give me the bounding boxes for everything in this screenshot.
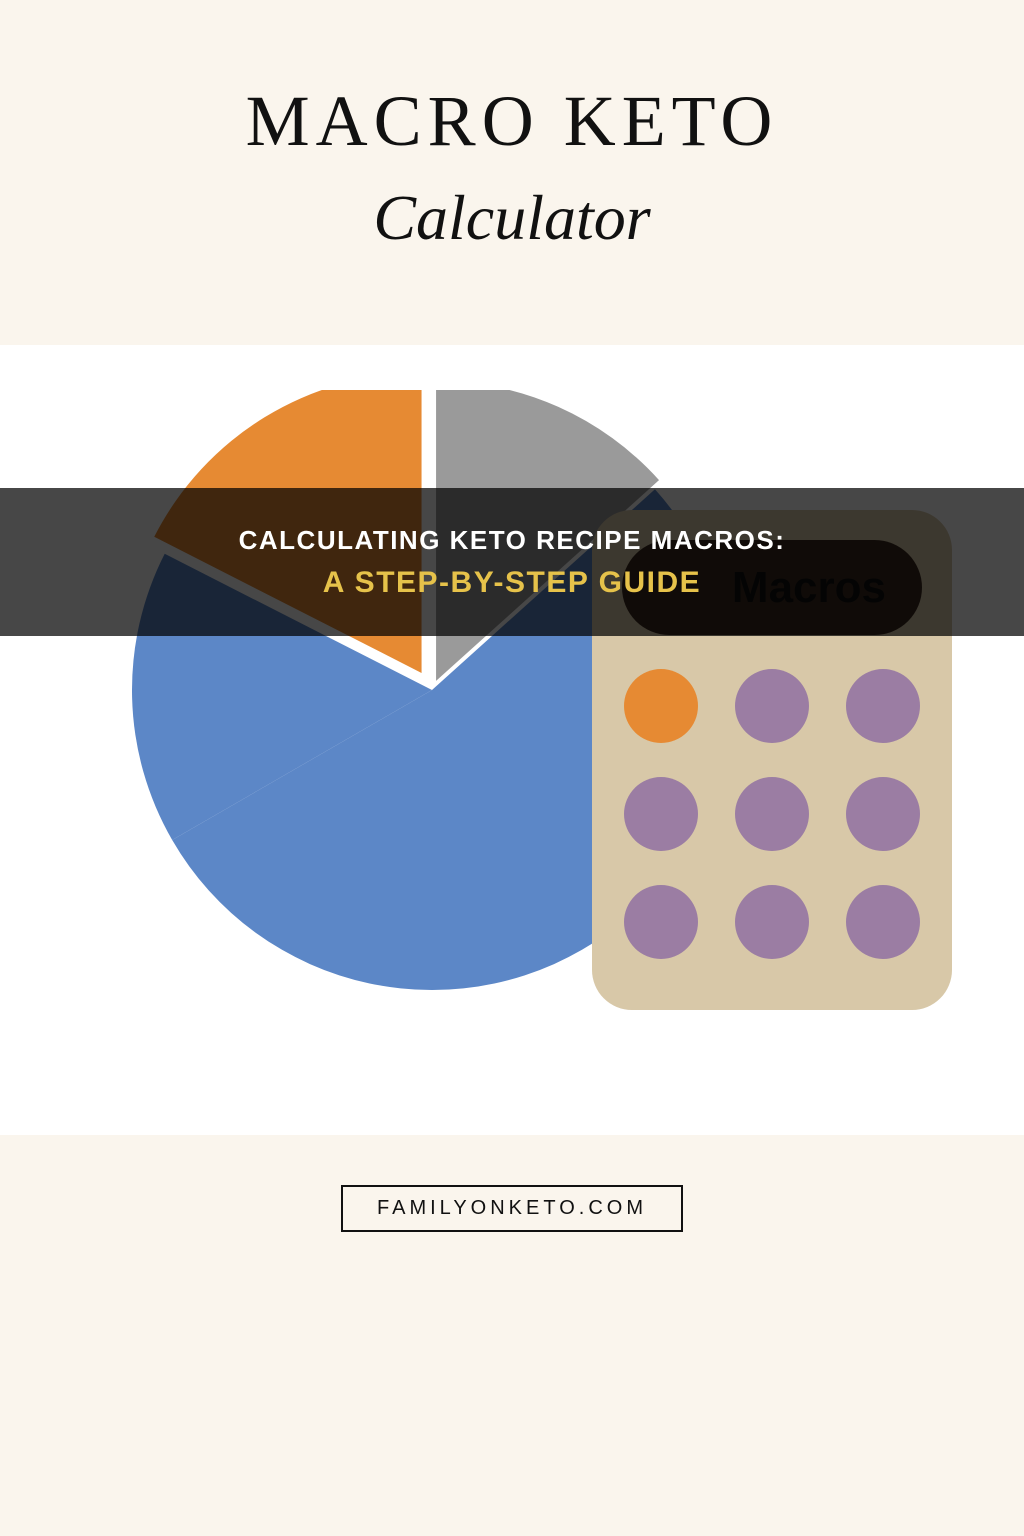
- calculator-key[interactable]: [735, 885, 809, 959]
- header-subtitle: Calculator: [40, 181, 984, 255]
- calculator-key[interactable]: [624, 885, 698, 959]
- calculator-key[interactable]: [624, 669, 698, 743]
- header: MACRO KETO Calculator: [0, 0, 1024, 345]
- calculator-key[interactable]: [624, 777, 698, 851]
- title-overlay: CALCULATING KETO RECIPE MACROS: A STEP-B…: [0, 488, 1024, 636]
- overlay-line1: CALCULATING KETO RECIPE MACROS:: [239, 525, 786, 556]
- calculator-key[interactable]: [846, 885, 920, 959]
- header-title: MACRO KETO: [40, 80, 984, 163]
- overlay-line2: A STEP-BY-STEP GUIDE: [323, 566, 701, 600]
- calculator-key[interactable]: [846, 777, 920, 851]
- calculator-key[interactable]: [735, 669, 809, 743]
- calculator-key[interactable]: [846, 669, 920, 743]
- calculator-keys: [622, 669, 922, 959]
- main-graphic: Macros: [0, 345, 1024, 1135]
- footer: FAMILYONKETO.COM: [0, 1135, 1024, 1282]
- calculator-key[interactable]: [735, 777, 809, 851]
- footer-link[interactable]: FAMILYONKETO.COM: [341, 1185, 683, 1232]
